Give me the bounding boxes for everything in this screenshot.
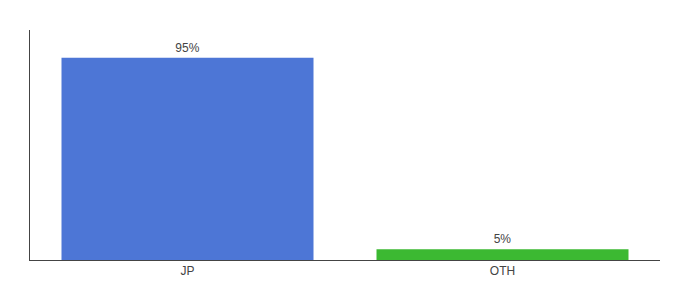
svg-text:JP: JP bbox=[180, 264, 194, 278]
svg-text:OTH: OTH bbox=[490, 264, 515, 278]
svg-text:95%: 95% bbox=[175, 41, 199, 55]
svg-text:5%: 5% bbox=[494, 232, 512, 246]
